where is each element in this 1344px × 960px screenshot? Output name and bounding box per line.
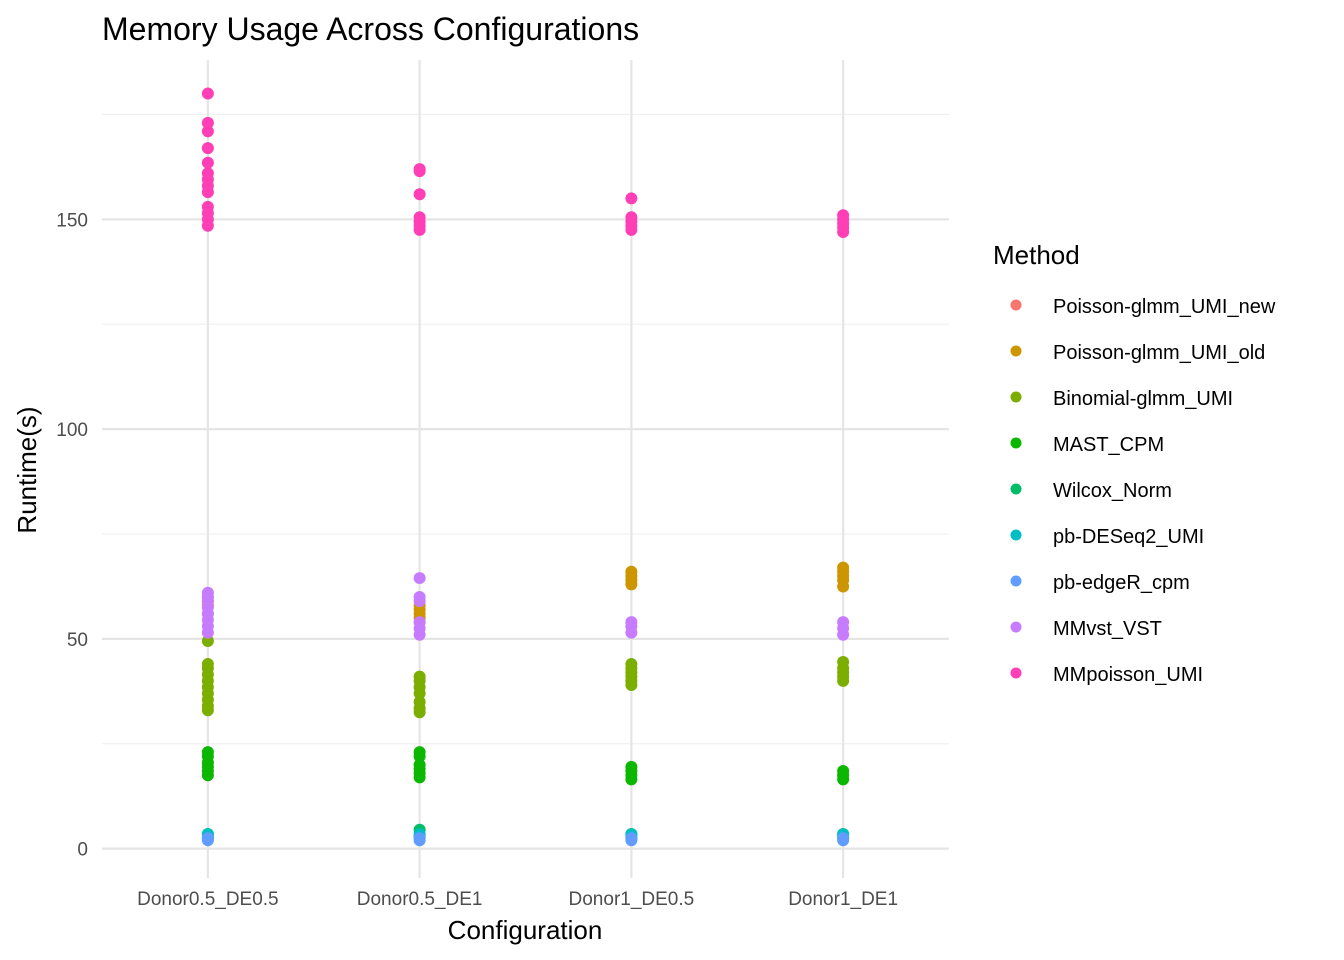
x-axis-ticks: Donor0.5_DE0.5 Donor0.5_DE1 Donor1_DE0.5 Do… [137,889,898,910]
legend-marker [1010,483,1022,495]
legend-marker [1010,391,1022,403]
data-point [837,561,850,574]
data-point [837,209,850,222]
legend-title: Method [993,240,1080,270]
legend-label: pb-edgeR_cpm [1053,572,1190,594]
data-point [201,156,214,169]
data-point [625,565,638,578]
data-point [201,586,214,599]
data-point [201,658,214,671]
data-point [201,167,214,180]
data-point [625,760,638,773]
legend-label: Wilcox_Norm [1053,480,1172,502]
data-point [625,192,638,205]
legend-label: Poisson-glmm_UMI_old [1053,342,1265,364]
data-point [201,200,214,213]
legend-marker [1010,299,1022,311]
legend-label: MMpoisson_UMI [1053,664,1203,686]
legend-label: Binomial-glmm_UMI [1053,388,1233,410]
data-point [837,655,850,668]
data-point [413,832,426,845]
data-point [625,658,638,671]
legend-marker [1010,575,1022,587]
data-point [413,211,426,224]
data-point [625,832,638,845]
y-axis-ticks: 0 50 100 150 [56,210,88,860]
data-point [837,616,850,629]
data-point [413,188,426,201]
data-point [201,746,214,759]
data-points [201,87,850,847]
data-point [413,590,426,603]
legend-marker [1010,621,1022,633]
legend-marker [1010,345,1022,357]
data-point [837,765,850,778]
data-point [837,832,850,845]
data-point [201,634,214,647]
grid-lines [102,60,949,878]
legend-label: MAST_CPM [1053,434,1164,456]
legend-items: Poisson-glmm_UMI_new Poisson-glmm_UMI_old… [1010,296,1276,686]
data-point [413,572,426,585]
x-tick-label: Donor0.5_DE0.5 [137,889,279,910]
y-tick-label: 0 [77,840,88,861]
data-point [201,125,214,138]
x-tick-label: Donor0.5_DE1 [357,889,483,910]
data-point [201,142,214,155]
data-point [201,87,214,100]
data-point [201,116,214,129]
data-point [413,670,426,683]
x-tick-label: Donor1_DE1 [788,889,898,910]
y-tick-label: 150 [56,210,88,231]
data-point [413,746,426,759]
y-tick-label: 50 [67,630,88,651]
legend-label: MMvst_VST [1053,618,1162,640]
data-point [413,758,426,771]
legend-label: pb-DESeq2_UMI [1053,526,1204,548]
data-point [413,163,426,176]
data-point [625,211,638,224]
chart-title: Memory Usage Across Configurations [102,11,639,47]
legend-marker [1010,529,1022,541]
y-axis-title: Runtime(s) [12,406,42,533]
data-point [201,832,214,845]
data-point [413,695,426,708]
y-tick-label: 100 [56,420,88,441]
data-point [625,616,638,629]
legend-label: Poisson-glmm_UMI_new [1053,296,1276,318]
legend: Method Poisson-glmm_UMI_newPoisson-glmm_… [993,240,1276,686]
data-point [413,616,426,629]
legend-marker [1010,667,1022,679]
x-tick-label: Donor1_DE0.5 [569,889,695,910]
x-axis-title: Configuration [448,915,603,945]
legend-marker [1010,437,1022,449]
